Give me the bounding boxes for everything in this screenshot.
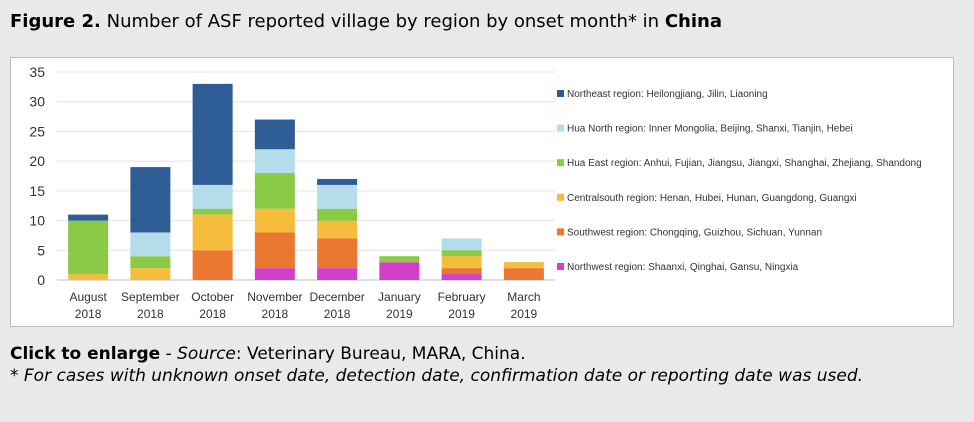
x-tick-label-month: January — [378, 290, 421, 304]
legend-swatch-southwest — [557, 228, 564, 236]
y-tick-label: 20 — [29, 153, 45, 169]
x-tick-label-month: December — [309, 290, 364, 304]
x-tick-label-month: November — [247, 290, 302, 304]
source-text: : Veterinary Bureau, MARA, China. — [235, 344, 526, 364]
x-tick-label-year: 2019 — [386, 307, 413, 321]
bar-segment-northeast — [192, 83, 233, 185]
y-tick-label: 0 — [37, 272, 45, 288]
caption-dash: - — [160, 344, 178, 364]
y-tick-label: 25 — [29, 123, 45, 139]
x-tick-label-month: March — [507, 290, 540, 304]
bar-segment-hua_east — [254, 173, 295, 209]
legend-label-centralsouth: Centralsouth region: Henan, Hubei, Hunan… — [567, 193, 857, 204]
legend-label-hua_east: Hua East region: Anhui, Fujian, Jiangsu,… — [567, 158, 922, 169]
y-tick-label: 10 — [29, 213, 45, 229]
x-tick-label-month: September — [121, 290, 180, 304]
legend-swatch-northeast — [557, 90, 564, 97]
legend-swatch-hua_north — [557, 124, 564, 132]
figure-title-country: China — [664, 11, 722, 32]
bar-segment-hua_east — [441, 250, 482, 257]
x-tick-label-year: 2018 — [262, 307, 289, 321]
bar-segment-southwest — [441, 268, 482, 275]
y-tick-label: 30 — [29, 94, 45, 110]
chart-container[interactable]: 0 5 10 15 20 25 30 35 August 2018 September 2018 Oct… — [10, 57, 954, 327]
x-tick-label-month: October — [191, 290, 234, 304]
source-label: Source — [177, 344, 236, 364]
figure-title: Figure 2. Number of ASF reported village… — [10, 10, 722, 34]
x-tick-label-year: 2018 — [324, 307, 351, 321]
click-to-enlarge-link[interactable]: Click to enlarge — [10, 344, 161, 364]
bar-segment-southwest — [317, 238, 358, 269]
bar-chart: 0 5 10 15 20 25 30 35 August 2018 September 2018 Oct… — [29, 64, 922, 321]
bar-segment-northwest — [254, 268, 295, 280]
caption: Click to enlarge - Source: Veterinary Bu… — [10, 343, 960, 387]
bar-segment-hua_east — [192, 208, 233, 215]
bar-segment-northeast — [130, 167, 171, 233]
bar-segment-hua_east — [68, 220, 109, 275]
x-tick-label-month: August — [69, 290, 107, 304]
bar-segment-centralsouth — [192, 214, 233, 251]
bar-segment-northwest — [317, 268, 358, 280]
x-tick-label-year: 2018 — [137, 307, 164, 321]
legend-label-hua_north: Hua North region: Inner Mongolia, Beijin… — [567, 124, 853, 135]
x-tick-label-year: 2018 — [75, 307, 102, 321]
x-tick-label-year: 2019 — [511, 307, 538, 321]
bar-segment-centralsouth — [441, 256, 482, 269]
bar-segment-hua_north — [317, 184, 358, 209]
legend-swatch-hua_east — [557, 159, 564, 167]
bar-segment-centralsouth — [68, 274, 109, 280]
bar-segment-southwest — [503, 268, 544, 280]
bar-segment-northwest — [379, 262, 420, 280]
bar-segment-northeast — [68, 214, 109, 221]
footnote: * For cases with unknown onset date, det… — [10, 366, 864, 386]
y-tick-label: 35 — [29, 64, 45, 80]
y-tick-label: 5 — [37, 242, 45, 258]
x-tick-label-year: 2018 — [199, 307, 226, 321]
y-tick-label: 15 — [29, 183, 45, 199]
bar-segment-southwest — [254, 232, 295, 269]
bar-segment-hua_east — [130, 256, 171, 269]
x-tick-label-month: February — [438, 290, 486, 304]
legend-label-southwest: Southwest region: Chongqing, Guizhou, Si… — [567, 227, 822, 238]
bar-segment-hua_north — [254, 149, 295, 174]
bar-segment-northeast — [317, 178, 358, 185]
bar-segment-hua_north — [192, 184, 233, 209]
bar-segment-centralsouth — [130, 268, 171, 280]
figure-label: Figure 2. — [10, 11, 101, 32]
caption-source-line: Click to enlarge - Source: Veterinary Bu… — [10, 343, 960, 365]
bar-segment-centralsouth — [254, 208, 295, 233]
bar-segment-hua_north — [130, 232, 171, 257]
bar-segment-southwest — [192, 250, 233, 280]
legend-label-northeast: Northeast region: Heilongjiang, Jilin, L… — [567, 89, 768, 100]
bar-segment-centralsouth — [503, 262, 544, 269]
legend-swatch-centralsouth — [557, 193, 564, 201]
figure-title-text: Number of ASF reported village by region… — [100, 11, 665, 32]
bar-segment-centralsouth — [317, 220, 358, 239]
legend-label-northwest: Northwest region: Shaanxi, Qinghai, Gans… — [567, 262, 799, 273]
x-tick-label-year: 2019 — [448, 307, 475, 321]
bar-segment-hua_north — [441, 238, 482, 251]
bar-segment-hua_east — [379, 256, 420, 263]
bar-segment-northeast — [254, 119, 295, 150]
bar-segment-northwest — [441, 274, 482, 280]
bar-segment-hua_east — [317, 208, 358, 221]
legend-swatch-northwest — [557, 263, 564, 270]
